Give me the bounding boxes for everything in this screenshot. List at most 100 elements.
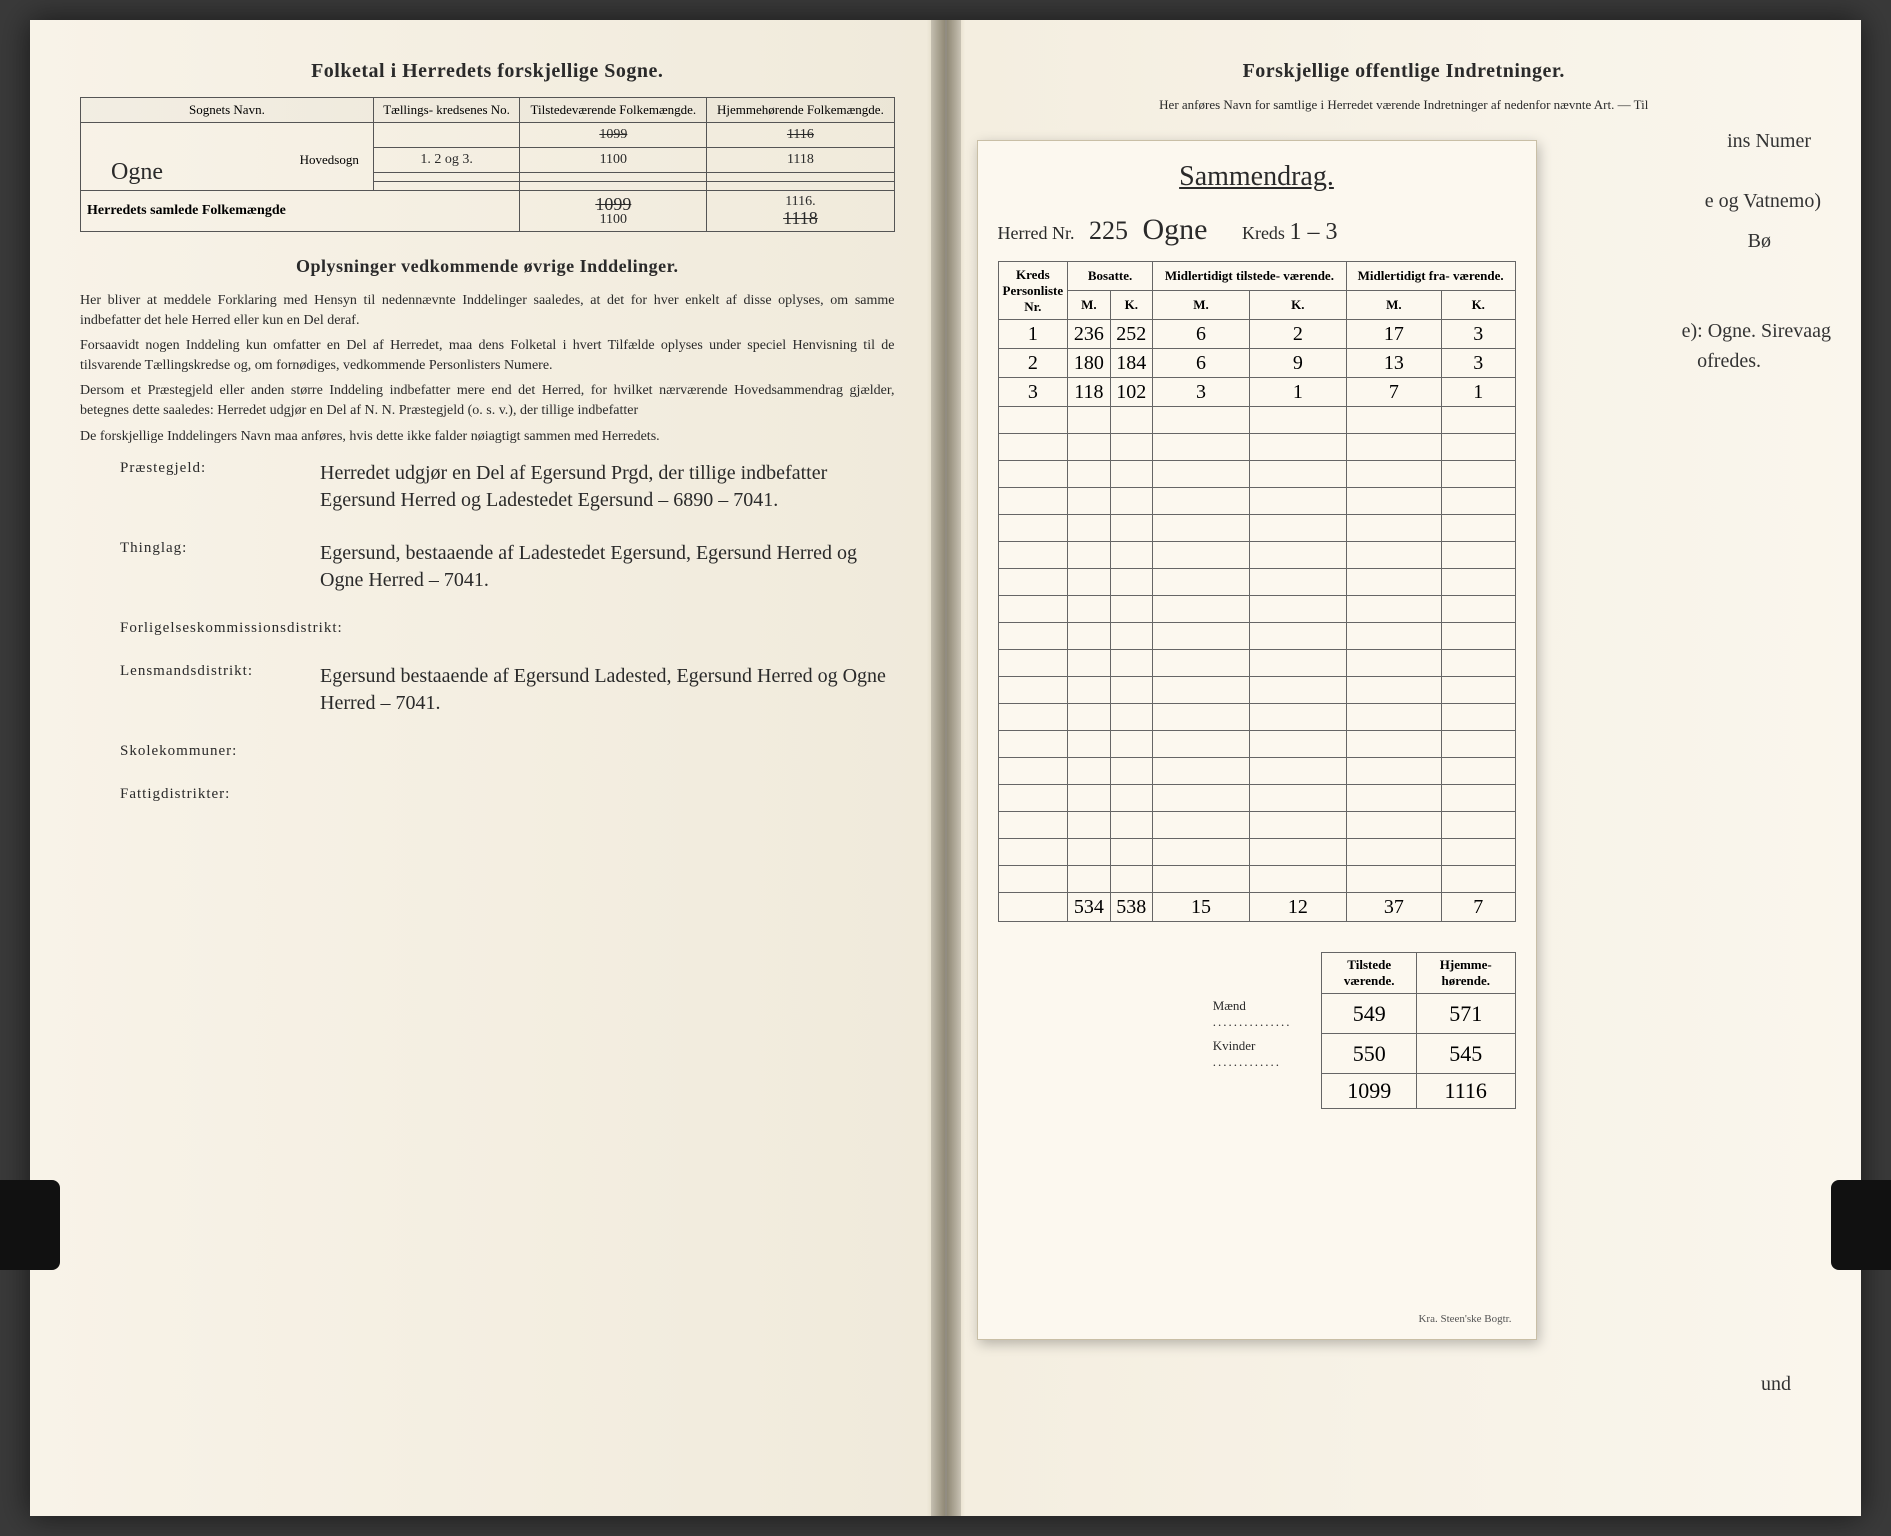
kreds-row-blank xyxy=(998,866,1515,893)
para2: Forsaavidt nogen Inddeling kun omfatter … xyxy=(80,336,895,375)
kreds-cell-tk: 2 xyxy=(1249,320,1346,349)
kreds-cell: 1. 2 og 3. xyxy=(373,148,519,173)
kreds-row: 218018469133 xyxy=(998,349,1515,378)
kreds-cell-tm: 6 xyxy=(1153,349,1250,378)
skole-label: Skolekommuner: xyxy=(120,743,320,760)
kreds-cell-tk: 9 xyxy=(1249,349,1346,378)
herred-line: Herred Nr. 225 Ogne Kreds 1 – 3 xyxy=(998,213,1516,247)
tot-fm: 37 xyxy=(1346,893,1441,922)
hjemme-cell: 1118 xyxy=(707,148,894,173)
kreds-row-blank xyxy=(998,650,1515,677)
kreds-row-blank xyxy=(998,623,1515,650)
kreds-cell-nr: 2 xyxy=(998,349,1068,378)
kreds-row: 123625262173 xyxy=(998,320,1515,349)
tot-bm: 534 xyxy=(1068,893,1110,922)
th-hjemme: Hjemmehørende Folkemængde. xyxy=(707,98,894,123)
kreds-cell-tm: 3 xyxy=(1153,378,1250,407)
kreds-cell-tk: 1 xyxy=(1249,378,1346,407)
kreds-table: Kreds Personliste Nr. Bosatte. Midlertid… xyxy=(998,261,1516,922)
kreds-cell-fm: 13 xyxy=(1346,349,1441,378)
th-bk: K. xyxy=(1110,291,1152,320)
kreds-cell-nr: 3 xyxy=(998,378,1068,407)
th-sogn: Sognets Navn. xyxy=(81,98,374,123)
th-tk: K. xyxy=(1249,291,1346,320)
kreds-range: 1 – 3 xyxy=(1289,219,1337,245)
sogn-name: Ogne xyxy=(111,159,163,186)
bg-note1: ins Numer xyxy=(1727,130,1811,153)
para4: De forskjellige Inddelingers Navn maa an… xyxy=(80,427,895,447)
summary-table: Tilstede værende. Hjemme- hørende. Mænd … xyxy=(1205,952,1516,1109)
kreds-row-blank xyxy=(998,596,1515,623)
lensmand-label: Lensmandsdistrikt: xyxy=(120,663,320,680)
clip-left xyxy=(0,1180,60,1270)
sogne-table: Sognets Navn. Tællings- kredsenes No. Ti… xyxy=(80,97,895,232)
para3: Dersom et Præstegjeld eller anden større… xyxy=(80,381,895,420)
totals-row: 534 538 15 12 37 7 xyxy=(998,893,1515,922)
kreds-row-blank xyxy=(998,758,1515,785)
th-fk: K. xyxy=(1442,291,1516,320)
kreds-row-blank xyxy=(998,407,1515,434)
th-fm: M. xyxy=(1346,291,1441,320)
sum-tot-h: 1116 xyxy=(1416,1074,1515,1109)
sum-tot-t: 1099 xyxy=(1322,1074,1417,1109)
th-tilstede: Tilstedeværende Folkemængde. xyxy=(520,98,707,123)
field-forlig: Forligelseskommissionsdistrikt: xyxy=(120,620,895,637)
kreds-cell-nr: 1 xyxy=(998,320,1068,349)
field-skole: Skolekommuner: xyxy=(120,743,895,760)
tilstede-cell: 1100 xyxy=(520,148,707,173)
bg-note3: Bø xyxy=(1748,230,1771,253)
right-title: Forskjellige offentlige Indretninger. xyxy=(997,60,1812,83)
kreds-cell-fm: 17 xyxy=(1346,320,1441,349)
th-mid-tilstede: Midlertidigt tilstede- værende. xyxy=(1153,262,1347,291)
forlig-label: Forligelseskommissionsdistrikt: xyxy=(120,620,400,637)
total-h-b: 1118 xyxy=(713,209,887,227)
overlay-title: Sammendrag. xyxy=(998,161,1516,193)
tilstede-struck: 1099 xyxy=(520,123,707,148)
kreds-row-blank xyxy=(998,542,1515,569)
hjemme-struck: 1116 xyxy=(707,123,894,148)
tot-tk: 12 xyxy=(1249,893,1346,922)
summary-row-kvinder: Kvinder ............. 550 545 xyxy=(1205,1034,1515,1074)
total-label: Herredets samlede Folkemængde xyxy=(81,191,520,232)
kvinder-h: 545 xyxy=(1416,1034,1515,1074)
kreds-row-blank xyxy=(998,677,1515,704)
kreds-row-blank xyxy=(998,704,1515,731)
kreds-row: 31181023171 xyxy=(998,378,1515,407)
bg-note6: und xyxy=(1761,1373,1791,1396)
th-bosatte: Bosatte. xyxy=(1068,262,1153,291)
field-lensmand: Lensmandsdistrikt: Egersund bestaaende a… xyxy=(120,663,895,717)
th-bm: M. xyxy=(1068,291,1110,320)
total-t-a: 1099 xyxy=(526,195,700,213)
praestegjeld-value: Herredet udgjør en Del af Egersund Prgd,… xyxy=(320,460,895,514)
kreds-row-blank xyxy=(998,569,1515,596)
kreds-cell-fk: 3 xyxy=(1442,349,1516,378)
th-mid-fravar: Midlertidigt fra- værende. xyxy=(1346,262,1515,291)
overlay-sheet: Sammendrag. Herred Nr. 225 Ogne Kreds 1 … xyxy=(977,140,1537,1340)
th-tm: M. xyxy=(1153,291,1250,320)
maend-label: Mænd xyxy=(1213,998,1246,1013)
praestegjeld-label: Præstegjeld: xyxy=(120,460,320,477)
thinglag-value: Egersund, bestaaende af Ladestedet Egers… xyxy=(320,540,895,594)
lensmand-value: Egersund bestaaende af Egersund Ladested… xyxy=(320,663,895,717)
field-praestegjeld: Præstegjeld: Herredet udgjør en Del af E… xyxy=(120,460,895,514)
right-page: Forskjellige offentlige Indretninger. He… xyxy=(947,20,1862,1516)
kreds-row-blank xyxy=(998,839,1515,866)
para1: Her bliver at meddele Forklaring med Hen… xyxy=(80,291,895,330)
field-thinglag: Thinglag: Egersund, bestaaende af Ladest… xyxy=(120,540,895,594)
maend-h: 571 xyxy=(1416,994,1515,1034)
kreds-cell-bm: 180 xyxy=(1068,349,1110,378)
total-h-a: 1116. xyxy=(713,195,887,209)
left-title: Folketal i Herredets forskjellige Sogne. xyxy=(80,60,895,83)
kreds-cell-bk: 252 xyxy=(1110,320,1152,349)
bg-note4: e): Ogne. Sirevaag xyxy=(1682,320,1831,343)
tot-fk: 7 xyxy=(1442,893,1516,922)
field-fattig: Fattigdistrikter: xyxy=(120,786,895,803)
th-kreds: Tællings- kredsenes No. xyxy=(373,98,519,123)
left-page: Folketal i Herredets forskjellige Sogne.… xyxy=(30,20,947,1516)
herred-label: Herred Nr. xyxy=(998,223,1075,243)
thinglag-label: Thinglag: xyxy=(120,540,320,557)
bg-note2: e og Vatnemo) xyxy=(1705,190,1821,213)
kreds-row-blank xyxy=(998,731,1515,758)
bg-note5: ofredes. xyxy=(1697,350,1761,373)
kreds-label: Kreds xyxy=(1242,223,1285,243)
